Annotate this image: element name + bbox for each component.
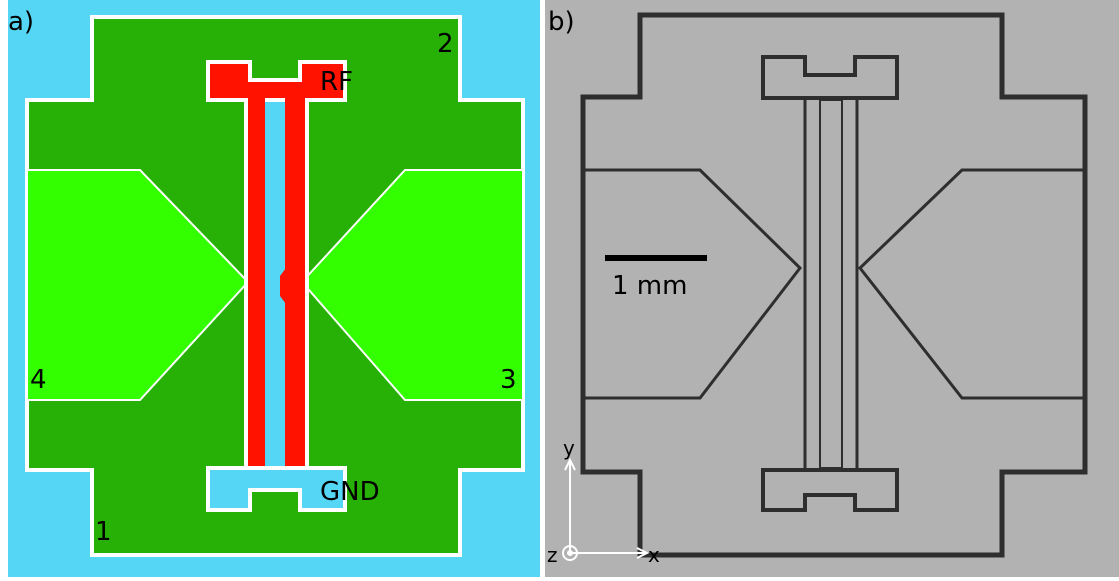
port-label: 3 bbox=[500, 365, 517, 395]
figure: a) RF GND 1 2 3 4 1 mm b) x y bbox=[0, 0, 1119, 577]
scale-label: 1 mm bbox=[612, 271, 687, 301]
pad-label: GND bbox=[320, 477, 380, 507]
rf-strip-right bbox=[285, 98, 305, 470]
axis-label: y bbox=[563, 436, 575, 460]
panel-label: a) bbox=[8, 7, 34, 37]
port-label: 4 bbox=[30, 365, 47, 395]
panel-b: 1 mm b) x y z bbox=[545, 0, 1119, 577]
panel-label: b) bbox=[548, 7, 575, 37]
port-label: 2 bbox=[437, 29, 454, 59]
rf-strip-left bbox=[248, 98, 265, 470]
port-label: 1 bbox=[95, 517, 112, 547]
panel-a: a) RF GND 1 2 3 4 bbox=[8, 0, 540, 577]
axis-label: x bbox=[648, 543, 660, 567]
pad-label: RF bbox=[320, 67, 353, 97]
axis-label: z bbox=[547, 543, 558, 567]
